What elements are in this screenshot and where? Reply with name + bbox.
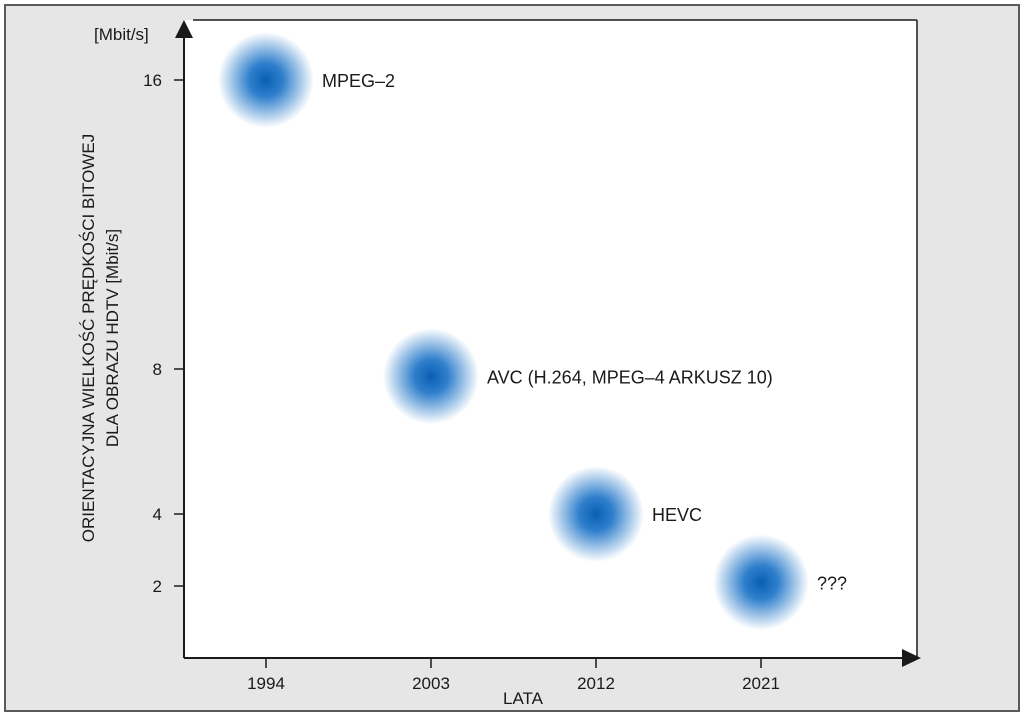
y-axis-arrow — [175, 20, 193, 38]
y-axis-title-line-2: DLA OBRAZU HDTV [Mbit/s] — [103, 229, 122, 447]
x-tick-label: 2003 — [412, 674, 450, 693]
chart-frame — [4, 4, 1020, 712]
x-tick-label: 2021 — [742, 674, 780, 693]
data-point-bubble — [548, 466, 644, 562]
y-unit-label: [Mbit/s] — [94, 25, 149, 44]
data-point-label: ??? — [817, 573, 847, 593]
y-tick-label: 4 — [153, 505, 162, 524]
data-point-label: HEVC — [652, 505, 702, 525]
data-point-bubble — [218, 32, 314, 128]
y-tick-label: 2 — [153, 577, 162, 596]
x-tick-label: 2012 — [577, 674, 615, 693]
x-axis-arrow — [902, 649, 921, 667]
tick-group: 1994 2003 2012 2021 16 8 4 2 — [143, 71, 780, 693]
data-marks: MPEG–2 AVC (H.264, MPEG–4 ARKUSZ 10) HEVC?… — [218, 32, 847, 631]
y-tick-label: 8 — [153, 360, 162, 379]
data-point-label: MPEG–2 — [322, 71, 395, 91]
y-axis-title-line-1: ORIENTACYJNA WIELKOŚĆ PRĘDKOŚCI BITOWEJ — [79, 134, 98, 542]
data-point-bubble — [383, 328, 479, 425]
x-axis-title: LATA — [503, 689, 544, 708]
y-tick-label: 16 — [143, 71, 162, 90]
data-point-bubble — [713, 534, 809, 631]
data-point-label: AVC (H.264, MPEG–4 ARKUSZ 10) — [487, 367, 773, 387]
x-tick-label: 1994 — [247, 674, 285, 693]
